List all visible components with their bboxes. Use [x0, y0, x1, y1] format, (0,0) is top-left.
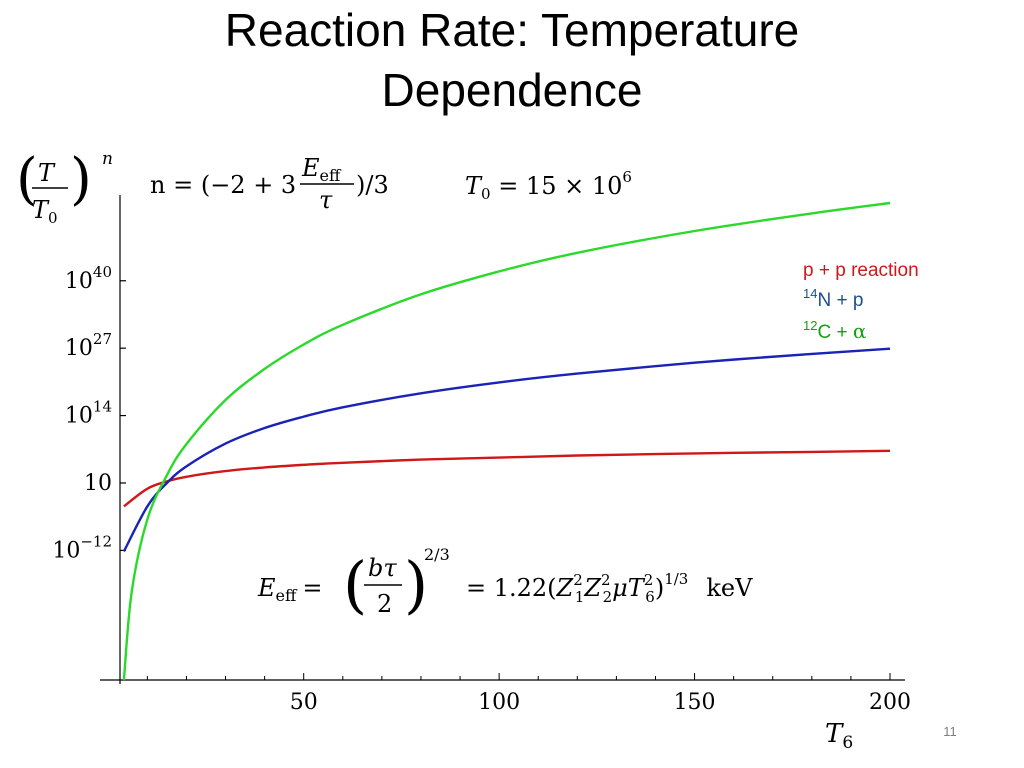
e-eff-rhs: = 1.22(Z2 1Z2 2μT2 6)1/3 keV	[466, 570, 753, 606]
n-formula-lhs: n = (−2 + 3	[150, 171, 296, 199]
y-label-right-paren: )	[70, 147, 92, 212]
x-tick-label: 50	[290, 690, 318, 715]
y-label-denominator: T0	[32, 196, 58, 227]
slide-title-line2: Dependence	[381, 64, 643, 116]
axes: 50 100 150 200 1040 1027 1014 10 10−12	[52, 195, 911, 715]
y-axis-label: ( T T0 ) n	[16, 147, 113, 227]
e-eff-exponent: 2/3	[424, 545, 450, 564]
y-label-exponent: n	[102, 149, 113, 169]
slide-title-line1: Reaction Rate: Temperature	[224, 4, 800, 56]
legend: p + p reaction 14N + p 12C + α	[803, 260, 919, 343]
series-lines	[122, 201, 891, 681]
x-axis-ticks: 50 100 150 200	[146, 673, 911, 715]
y-tick-label: 10	[84, 471, 112, 496]
y-tick-label: 1014	[65, 398, 112, 429]
slide-number: 11	[943, 724, 957, 739]
t0-formula-text: T0 = 15 × 106	[465, 168, 632, 203]
x-tick-label: 200	[869, 690, 911, 715]
series-line-n14	[122, 347, 891, 552]
x-tick-label: 150	[674, 690, 716, 715]
y-label-numerator: T	[38, 159, 56, 187]
y-tick-label: 1027	[65, 330, 112, 361]
t0-formula: T0 = 15 × 106	[465, 168, 632, 203]
x-tick-label: 100	[478, 690, 520, 715]
x-axis-label: T6	[825, 719, 853, 753]
y-label-left-paren: (	[16, 147, 38, 212]
y-axis-ticks: 1040 1027 1014 10 10−12	[52, 263, 126, 563]
e-eff-lhs: Eeff =	[257, 574, 322, 605]
n-formula-numerator: Eeff	[301, 154, 342, 185]
e-eff-left-paren: (	[343, 548, 367, 621]
n-formula-denominator: τ	[319, 186, 333, 214]
slide-title: Reaction Rate: Temperature Dependence	[112, 0, 912, 120]
y-tick-label: 1040	[65, 263, 112, 294]
series-line-c12	[122, 201, 891, 681]
e-eff-right-paren: )	[404, 548, 428, 621]
n-formula: n = (−2 + 3 Eeff τ )/3	[150, 154, 389, 214]
legend-item-pp: p + p reaction	[803, 260, 919, 281]
e-eff-formula: Eeff = ( bτ 2 ) 2/3 = 1.22(Z2 1Z2 2μT2 6)1/3…	[257, 545, 753, 621]
n-formula-rhs: )/3	[356, 171, 389, 199]
legend-item-n14: 14N + p	[803, 286, 863, 311]
e-eff-denominator: 2	[377, 590, 392, 618]
y-tick-label: 10−12	[52, 532, 112, 563]
e-eff-numerator: bτ	[368, 554, 397, 582]
legend-item-c12: 12C + α	[803, 318, 866, 343]
series-line-pp	[123, 449, 891, 508]
